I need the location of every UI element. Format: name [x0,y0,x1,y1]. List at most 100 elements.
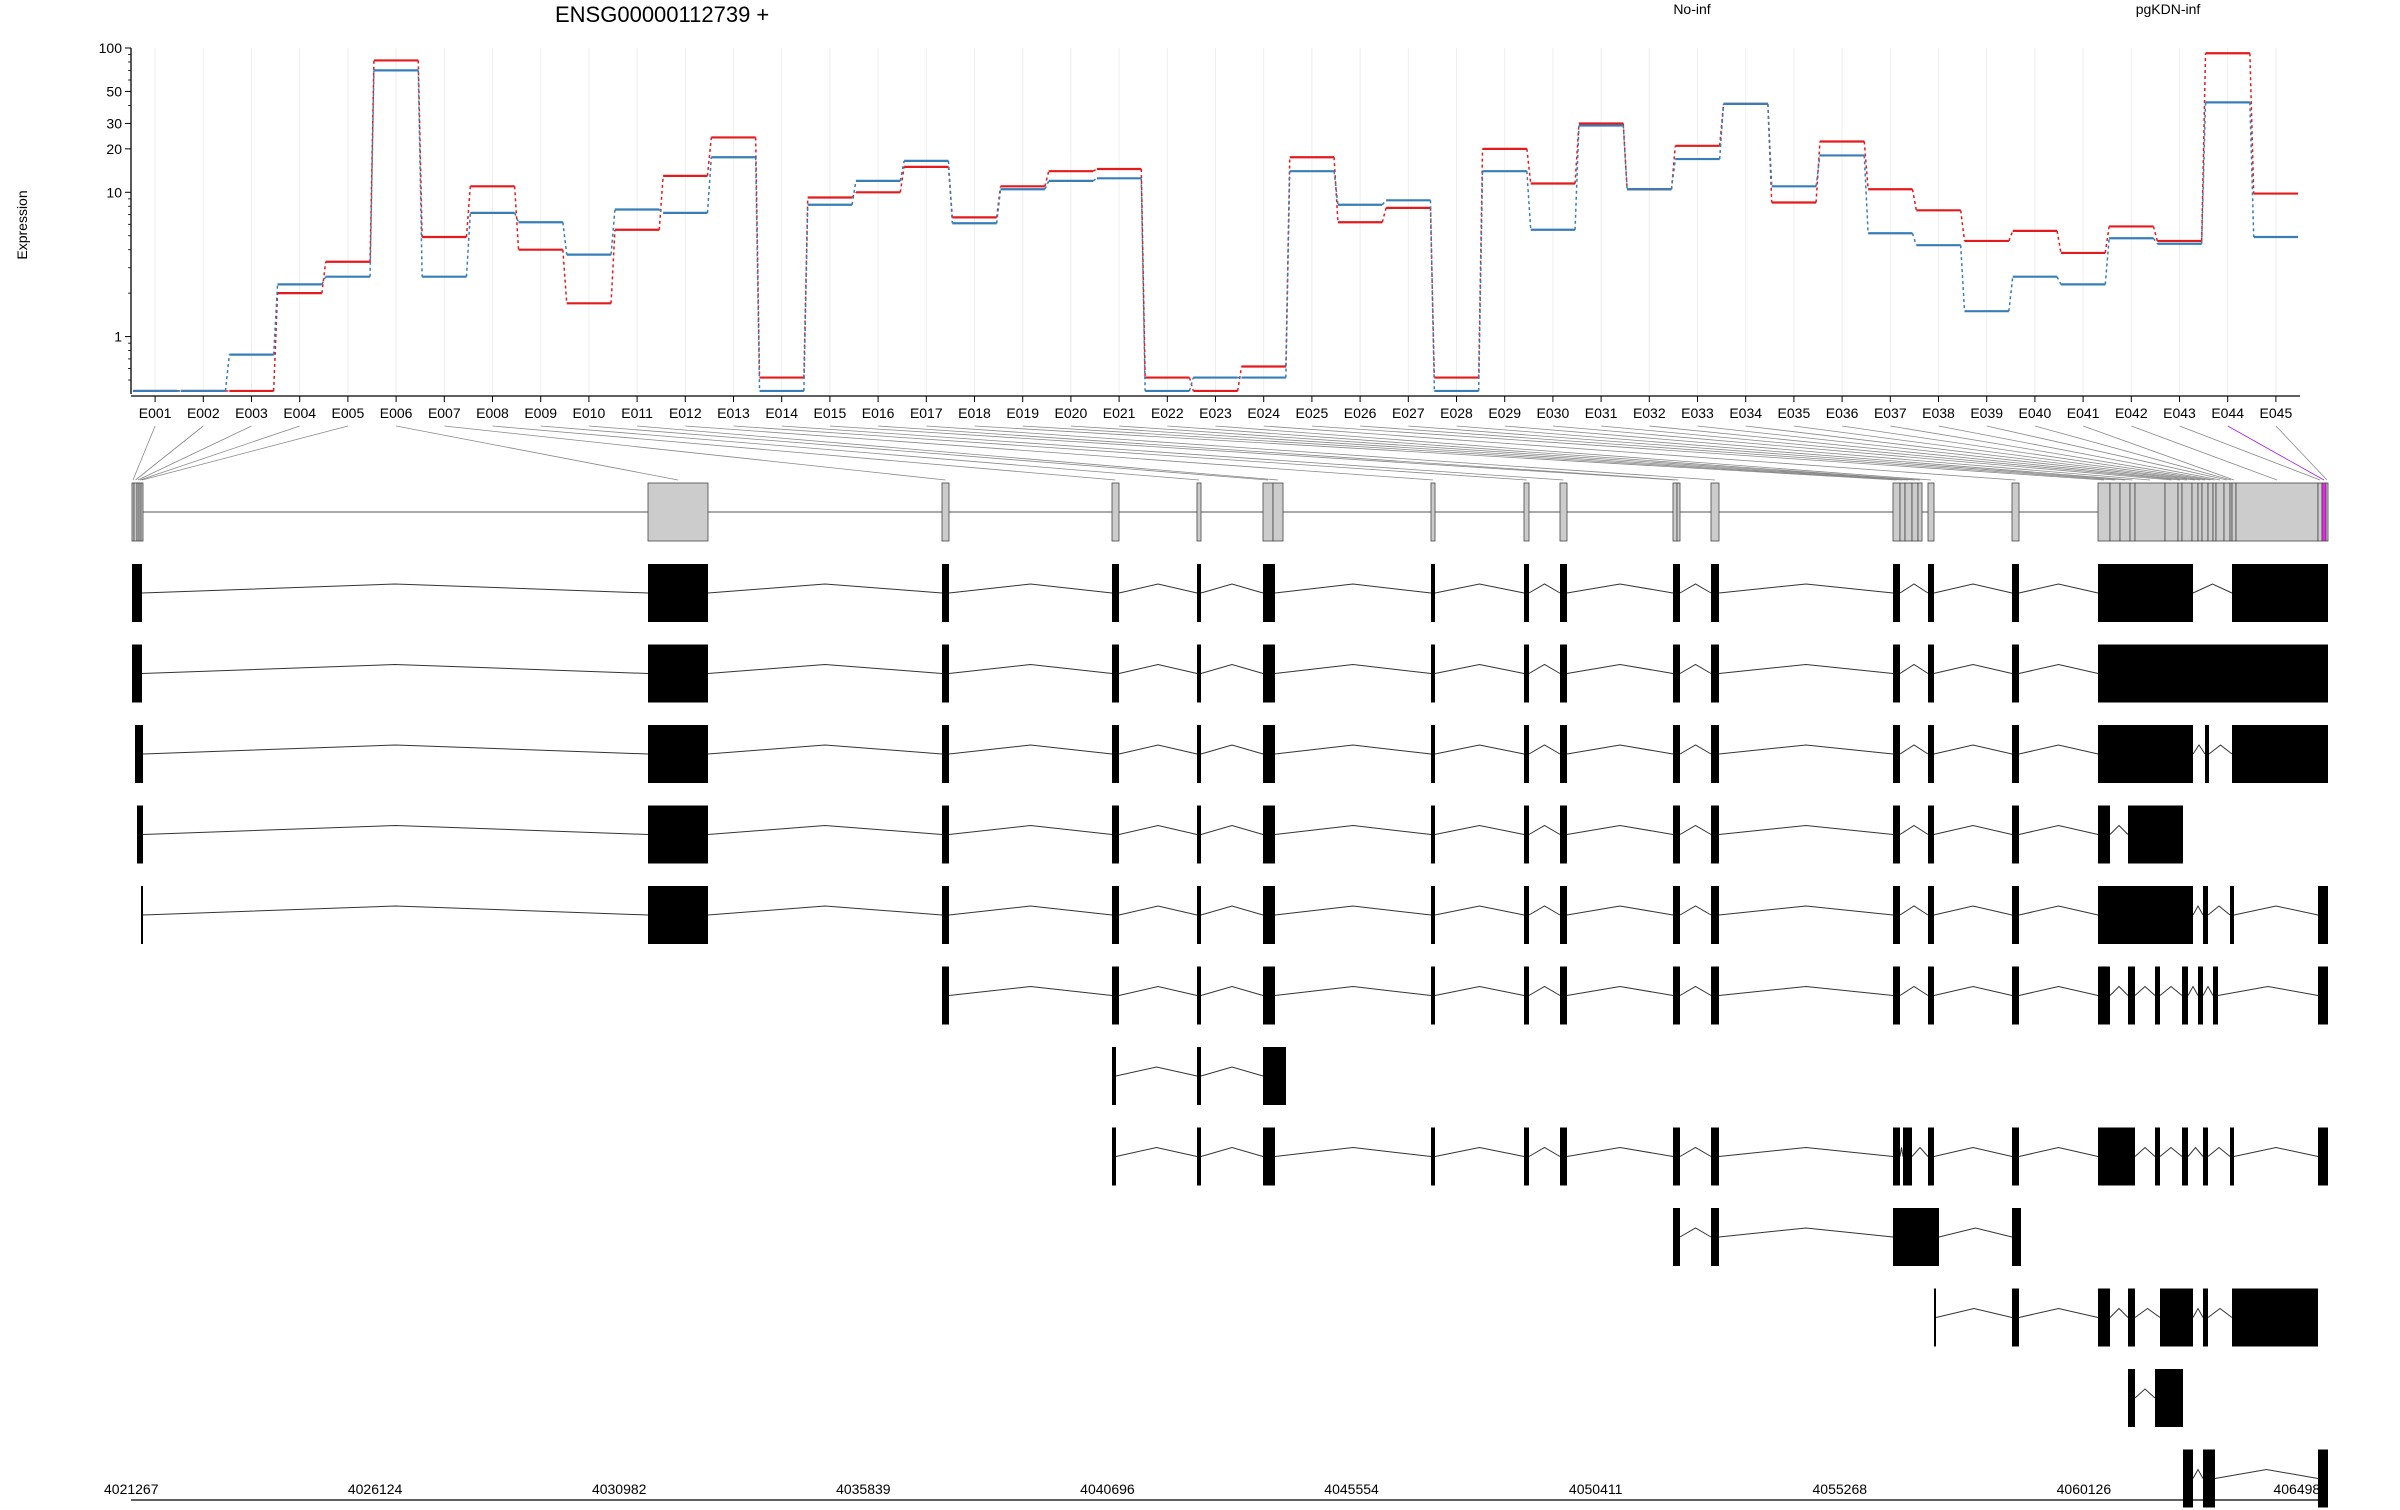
transcript-intron [1566,744,1674,755]
genomic-tick-label: 4060126 [2057,1481,2112,1497]
transcript-exon [1524,564,1529,622]
transcript-exon [2012,805,2019,864]
transcript-exon [1263,564,1275,622]
transcript-intron [142,824,649,835]
transcript-9 [1673,1208,2021,1266]
transcript-exon [1112,564,1119,622]
series-connector [1477,171,1484,391]
transcript-exon [2182,1127,2188,1186]
gene-exon-box [1430,482,1436,542]
transcript-exon [1112,966,1119,1025]
gene-exon-box [2235,482,2319,542]
x-tick-label: E014 [765,405,798,421]
exon-connector [444,425,946,481]
transcript-intron [2192,1468,2204,1479]
series-connector [224,354,231,392]
x-tick-label: E009 [524,405,557,421]
x-tick-label: E029 [1488,405,1521,421]
gene-exon-box [2201,482,2209,542]
exon-connector [829,425,1676,481]
transcript-intron [1118,985,1198,996]
genomic-tick-label: 4045554 [1324,1481,1379,1497]
transcript-intron [1899,905,1929,916]
transcript-intron [1679,744,1712,755]
transcript-exon [141,886,143,944]
series-layer [132,52,2299,393]
y-axis: 1 10 20 30 50 100 [99,40,132,394]
gene-exon-box [2181,482,2193,542]
transcript-exon [2128,1288,2135,1347]
genomic-tick-label: 4064983 [2273,1481,2328,1497]
exon-connector [1504,425,2151,481]
transcript-exon [2098,564,2193,622]
x-tick-label: E035 [1778,405,1811,421]
transcript-exon [2012,886,2019,944]
series-connector [369,70,375,277]
transcript-exon [1197,886,1201,944]
transcript-exon [2012,1208,2021,1266]
x-tick-label: E015 [814,405,847,421]
series-connector [1044,171,1050,187]
transcript-exon [942,564,949,622]
exon-connector-lines [132,425,2328,481]
transcript-exon [1673,805,1680,864]
exon-connector [396,425,679,481]
transcript-intron [2018,1307,2099,1318]
series-connector [1285,171,1291,378]
transcript-exon [648,564,708,622]
transcript-exon [1431,805,1435,864]
series-connector [2056,276,2062,285]
transcript-intron [1899,1147,1904,1157]
transcript-exon [1928,564,1934,622]
transcript-exon [942,966,949,1025]
exon-connector [137,425,252,481]
transcript-intron [1528,744,1561,755]
exon-connector [1793,425,2206,481]
transcript-exon [1431,966,1435,1025]
transcript-intron [1274,985,1432,996]
transcript-intron [1200,905,1264,916]
y-tick-label: 1 [114,329,122,345]
transcript-intron [1899,744,1929,755]
transcript-intron [948,905,1113,916]
series-connector [1959,245,1966,312]
transcript-intron [2018,744,2099,755]
transcript-intron [1528,824,1561,835]
x-tick-label: E019 [1006,405,1039,421]
transcript-exon [1263,805,1275,864]
transcript-exon [2232,564,2328,622]
transcript-exon [1263,1127,1275,1186]
transcript-exon [1928,886,1934,944]
exon-connector [1070,425,1909,481]
transcript-exon [2155,1127,2160,1186]
transcript-exon [648,644,708,703]
transcript-exon [2012,1288,2019,1347]
exon-connector [1649,425,2188,481]
transcript-exon [2012,564,2019,622]
transcript-exon [1431,725,1435,783]
exon-connector [1552,425,2172,481]
y-tick-label: 50 [106,83,122,99]
gene-exon-box [2109,482,2121,542]
series-connector [2056,230,2062,254]
transcript-exon [1893,725,1900,783]
transcript-10 [1934,1288,2318,1347]
series-connector [803,204,809,391]
x-tick-label: E017 [910,405,943,421]
transcript-exon [2160,1288,2193,1347]
transcript-intron [1274,905,1432,916]
transcript-intron [1528,583,1561,594]
transcript-intron [2134,985,2156,996]
series-connector [899,166,905,193]
transcript-exon [942,886,949,944]
transcript-intron [2159,1146,2183,1157]
gene-model-track [131,482,2329,542]
genomic-tick-label: 4035839 [836,1481,891,1497]
transcript-intron [1274,1146,1432,1157]
series-connector [1574,125,1580,230]
transcript-intron [1566,1146,1674,1157]
exon-connector [492,425,1116,481]
transcript-exon [2318,886,2328,944]
x-tick-label: E037 [1874,405,1907,421]
x-tick-label: E038 [1922,405,1955,421]
